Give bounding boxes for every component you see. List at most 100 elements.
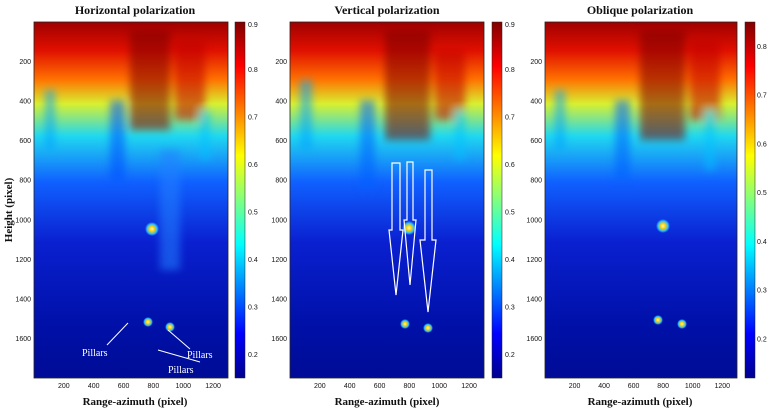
y-tick-label: 1400 (271, 296, 287, 303)
x-tick-label: 1000 (175, 383, 191, 390)
panel-vertical: Vertical polarization (d) 0.9 0.8 0.7 0.6 0.… (271, 3, 514, 408)
colorbar-tick-label: 0.4 (757, 239, 767, 246)
pillar-hotspot (677, 319, 687, 329)
colorbar-tick-label: 0.6 (757, 141, 767, 148)
arrow (403, 161, 417, 286)
colorbar-tick-label: 0.7 (248, 114, 258, 121)
y-tick-label: 200 (530, 59, 542, 66)
colorbar-tick-label: 0.4 (505, 257, 515, 264)
y-tick-label: 1600 (15, 336, 31, 343)
y-tick-label: 200 (275, 59, 287, 66)
x-tick-label: 800 (404, 383, 416, 390)
pillar-hotspot (143, 317, 153, 327)
panel-title: Oblique polarization (587, 3, 694, 17)
annotation-line (157, 349, 201, 363)
x-tick-label: 600 (628, 383, 640, 390)
y-tick-label: 1600 (526, 336, 542, 343)
y-tick-label: 600 (275, 138, 287, 145)
heatmap: Pillars Pillars Pillars (c) (34, 22, 228, 388)
y-tick-label: 600 (19, 138, 31, 145)
y-tick-label: 800 (275, 178, 287, 185)
panel-title: Horizontal polarization (75, 3, 196, 17)
colorbar-tick-label: 0.8 (248, 67, 258, 74)
y-tick-label: 400 (275, 99, 287, 106)
y-axis-label: Height (pixel) (3, 177, 15, 242)
colorbar-tick-label: 0.6 (505, 162, 515, 169)
colorbar (491, 21, 503, 379)
pillar-hotspot (653, 315, 663, 325)
y-tick-label: 1000 (526, 217, 542, 224)
colorbar (744, 21, 756, 379)
colorbar-tick-label: 0.9 (505, 22, 515, 29)
colorbar-tick-label: 0.5 (505, 209, 515, 216)
y-tick-label: 1600 (271, 336, 287, 343)
pillars-label: Pillars (82, 348, 108, 359)
heatmap: (e) (545, 22, 737, 388)
panel-horizontal: Horizontal polarization Pillars Pillars … (15, 3, 257, 408)
y-tick-label: 600 (530, 138, 542, 145)
annotation-line (167, 329, 191, 350)
colorbar-tick-label: 0.5 (757, 190, 767, 197)
pillars-label: Pillars (187, 350, 213, 361)
colorbar-tick-label: 0.2 (505, 352, 515, 359)
colorbar-tick-label: 0.2 (757, 336, 767, 343)
panel-title: Vertical polarization (334, 3, 440, 17)
colorbar-tick-label: 0.3 (505, 304, 515, 311)
x-tick-label: 200 (314, 383, 326, 390)
colorbar-tick-label: 0.6 (248, 162, 258, 169)
arrow (388, 162, 404, 296)
panel-label: (e) (549, 379, 559, 388)
x-tick-label: 800 (657, 383, 669, 390)
x-tick-label: 600 (374, 383, 386, 390)
arrow (419, 169, 437, 313)
panel-label: (d) (294, 379, 304, 388)
x-tick-label: 1000 (431, 383, 447, 390)
x-tick-label: 400 (344, 383, 356, 390)
heatmap: (d) (290, 22, 484, 388)
panel-label: (c) (38, 379, 48, 388)
y-tick-label: 1200 (271, 257, 287, 264)
pillar-hotspot (400, 319, 410, 329)
x-axis-label: Range-azimuth (pixel) (335, 396, 440, 408)
x-axis-label: Range-azimuth (pixel) (588, 396, 693, 408)
pillar-hotspot (165, 322, 175, 332)
pillar-hotspot (145, 222, 159, 236)
colorbar-tick-label: 0.5 (248, 209, 258, 216)
x-tick-label: 1200 (205, 383, 221, 390)
annotation-line (106, 322, 129, 346)
x-tick-label: 600 (118, 383, 130, 390)
panel-oblique: Oblique polarization (e) 0.8 0.7 0.6 0.5 0.4… (526, 3, 766, 408)
x-tick-label: 200 (569, 383, 581, 390)
colorbar-tick-label: 0.8 (505, 67, 515, 74)
colorbar-tick-label: 0.3 (248, 304, 258, 311)
y-tick-label: 1400 (15, 296, 31, 303)
x-tick-label: 1200 (714, 383, 730, 390)
colorbar (234, 21, 246, 379)
pillar-hotspot (656, 219, 670, 233)
colorbar-tick-label: 0.4 (248, 257, 258, 264)
x-tick-label: 1200 (461, 383, 477, 390)
y-tick-label: 200 (19, 59, 31, 66)
pillars-label: Pillars (168, 365, 194, 376)
x-tick-label: 400 (598, 383, 610, 390)
y-tick-label: 1400 (526, 296, 542, 303)
y-tick-label: 1000 (271, 217, 287, 224)
colorbar-tick-label: 0.3 (757, 288, 767, 295)
y-tick-label: 800 (530, 178, 542, 185)
x-tick-label: 400 (88, 383, 100, 390)
colorbar-tick-label: 0.2 (248, 352, 258, 359)
colorbar-tick-label: 0.7 (505, 114, 515, 121)
y-tick-label: 800 (19, 178, 31, 185)
y-tick-label: 1200 (526, 257, 542, 264)
x-axis-label: Range-azimuth (pixel) (83, 396, 188, 408)
colorbar-tick-label: 0.9 (248, 22, 258, 29)
colorbar-tick-label: 0.8 (757, 44, 767, 51)
x-tick-label: 800 (148, 383, 160, 390)
y-tick-label: 400 (19, 99, 31, 106)
colorbar-tick-label: 0.7 (757, 93, 767, 100)
y-tick-label: 1000 (15, 217, 31, 224)
x-tick-label: 1000 (685, 383, 701, 390)
y-tick-label: 1200 (15, 257, 31, 264)
x-tick-label: 200 (58, 383, 70, 390)
